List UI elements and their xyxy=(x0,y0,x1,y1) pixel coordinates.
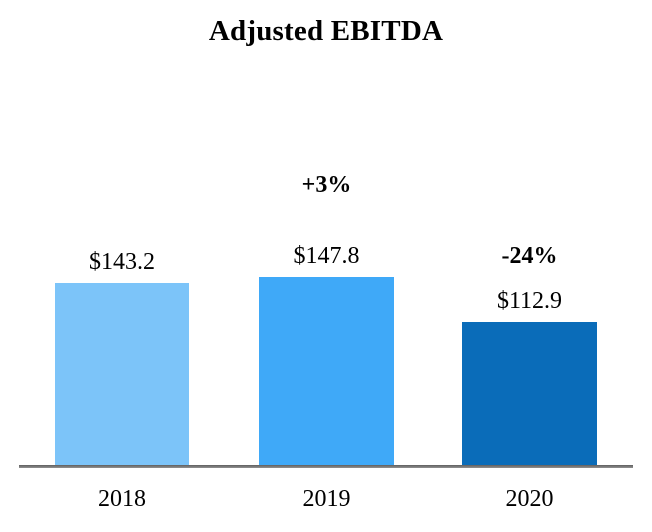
bar-2018 xyxy=(55,283,189,466)
bar-2020 xyxy=(462,322,597,466)
value-label-2018: $143.2 xyxy=(89,249,155,275)
bar-group-2019: +3% $147.8 2019 xyxy=(259,0,394,532)
year-label-2019: 2019 xyxy=(302,486,351,512)
chart-title: Adjusted EBITDA xyxy=(208,15,444,47)
value-label-2019: $147.8 xyxy=(293,243,360,269)
year-label-2020: 2020 xyxy=(505,486,554,512)
value-label-2020: $112.9 xyxy=(496,288,563,314)
bar-group-2020: -24% $112.9 2020 xyxy=(462,0,597,532)
x-axis-line xyxy=(19,465,633,468)
change-label-2020: -24% xyxy=(501,243,558,269)
bar-group-2018: $143.2 2018 xyxy=(55,0,189,532)
change-label-2019: +3% xyxy=(301,172,352,198)
bar-2019 xyxy=(259,277,394,466)
year-label-2018: 2018 xyxy=(98,486,146,512)
